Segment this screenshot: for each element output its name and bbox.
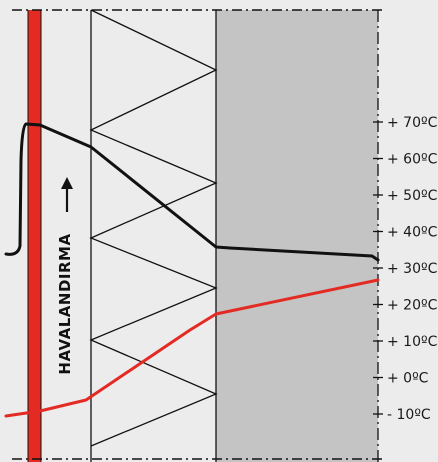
ventilation-label: HAVALANDIRMA bbox=[56, 233, 74, 374]
temperature-profile-line bbox=[4, 122, 380, 262]
red-cladding-layer bbox=[28, 10, 41, 462]
axis-tick-label: - 10ºC bbox=[387, 407, 431, 423]
dew-point-profile-line bbox=[4, 278, 380, 418]
temperature-axis-ticks: + 70ºC + 60ºC + 50ºC + 40ºC + 30ºC + 20ºC + 10… bbox=[373, 115, 438, 423]
zigzag-layer bbox=[89, 9, 218, 447]
insulation-layer bbox=[216, 10, 378, 462]
axis-tick-label: + 10ºC bbox=[387, 334, 438, 350]
axis-tick-label: + 60ºC bbox=[387, 152, 438, 168]
up-arrow-icon bbox=[61, 177, 73, 212]
axis-tick-label: + 30ºC bbox=[387, 261, 438, 277]
axis-tick-label: + 0ºC bbox=[387, 371, 429, 387]
axis-tick-label: + 70ºC bbox=[387, 115, 438, 131]
axis-tick-label: + 50ºC bbox=[387, 188, 438, 204]
axis-tick-label: + 20ºC bbox=[387, 298, 438, 314]
axis-tick-label: + 40ºC bbox=[387, 225, 438, 241]
